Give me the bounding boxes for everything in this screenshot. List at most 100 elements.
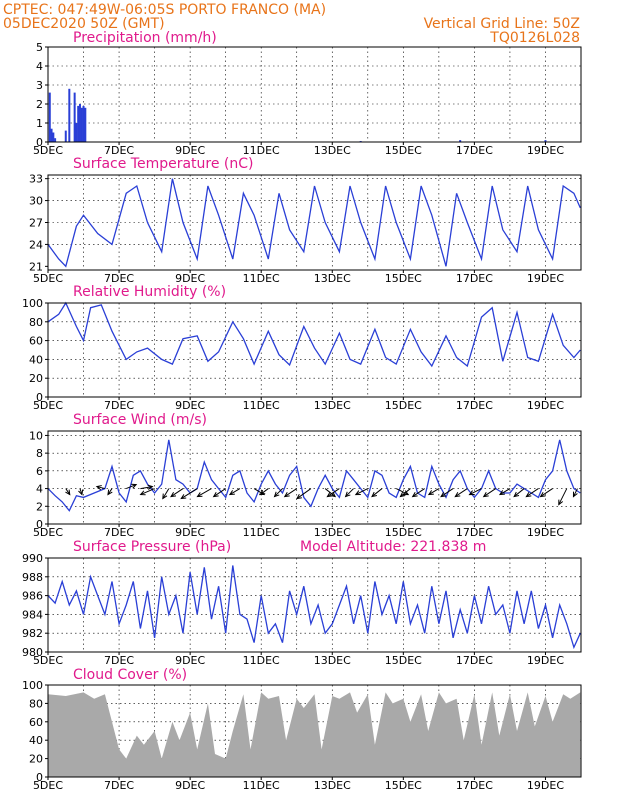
wind-arrow: [454, 488, 468, 498]
wind-arrow-head: [170, 492, 177, 498]
wind-arrow-head: [468, 490, 475, 496]
precipitation-xtick-label: 7DEC: [104, 144, 134, 157]
wind-arrow: [212, 488, 226, 498]
wind-arrow-head: [498, 490, 505, 496]
header-location: CPTEC: 047:49W-06:05S PORTO FRANCO (MA): [3, 2, 326, 18]
cloud-cover-ytick-label: 80: [29, 697, 43, 710]
pressure-frame: [47, 557, 582, 653]
precipitation-xtick-label: 11DEC: [243, 144, 280, 157]
precipitation-bar: [80, 107, 83, 142]
wind-frame: [47, 430, 582, 525]
header-model-id: TQ0126L028: [489, 30, 580, 46]
humidity-xtick-label: 5DEC: [33, 399, 63, 412]
precipitation-bar: [78, 104, 81, 142]
wind-arrow-shaft: [107, 488, 113, 495]
precipitation-ytick-label: 3: [36, 79, 43, 92]
wind-ytick-label: 8: [36, 447, 43, 460]
wind-arrow: [95, 485, 105, 491]
wind-xtick-label: 11DEC: [243, 526, 280, 539]
wind-arrow-head: [371, 491, 377, 498]
precipitation-bar: [52, 132, 55, 142]
wind-arrow-shaft: [572, 488, 578, 497]
precipitation-bar: [48, 92, 51, 142]
wind-arrow-shaft: [180, 488, 198, 499]
wind-arrow-head: [228, 490, 235, 496]
temperature-xtick-label: 11DEC: [243, 272, 280, 285]
wind-arrow: [78, 488, 84, 496]
wind-series-line: [47, 439, 581, 512]
wind-arrow-head: [147, 484, 154, 490]
humidity-ytick-label: 40: [29, 353, 43, 366]
wind-arrow-head: [131, 483, 138, 489]
wind-arrow-head: [572, 491, 578, 498]
cloud-cover-xtick-label: 11DEC: [243, 779, 280, 792]
temperature-xtick-label: 7DEC: [104, 272, 134, 285]
temperature-xtick-label: 13DEC: [314, 272, 351, 285]
precipitation-xtick-label: 17DEC: [456, 144, 493, 157]
wind-arrow-head: [558, 499, 564, 506]
wind-arrow-shaft: [213, 488, 226, 497]
wind-arrow-shaft: [371, 488, 383, 497]
wind-arrow-head: [139, 490, 146, 496]
precipitation-xtick-label: 15DEC: [385, 144, 422, 157]
wind-arrow-head: [78, 489, 84, 496]
temperature-panel: Surface Temperature (nC) 21 24 27 30 33 5DEC 7…: [29, 156, 582, 285]
cloud-cover-ytick-label: 20: [29, 753, 43, 766]
precipitation-bar: [75, 123, 78, 142]
humidity-ytick-label: 20: [29, 372, 43, 385]
wind-arrow: [468, 488, 482, 496]
wind-arrow-head: [539, 492, 546, 498]
cloud-cover-ytick-label: 0: [36, 771, 43, 784]
precipitation-frame: [47, 46, 582, 143]
wind-arrow-shaft: [513, 488, 525, 497]
wind-arrow-shaft: [229, 488, 241, 496]
precipitation-bar: [50, 128, 53, 142]
wind-title: Surface Wind (m/s): [73, 412, 207, 428]
humidity-panel: Relative Humidity (%) 0 20 40 60 80 100 5DEC 7D…: [22, 284, 582, 412]
wind-arrow-head: [259, 489, 266, 496]
cloud-cover-panel: Cloud Cover (%) 0 20 40 60 80 100 5DEC 7DEC 9DEC…: [22, 667, 582, 792]
pressure-title: Surface Pressure (hPa): [73, 539, 231, 555]
wind-arrow-head: [525, 492, 532, 498]
pressure-xtick-label: 17DEC: [456, 654, 493, 667]
wind-xtick-label: 15DEC: [385, 526, 422, 539]
wind-arrow: [539, 488, 553, 498]
precipitation-xtick-label: 5DEC: [33, 144, 63, 157]
wind-arrow: [498, 488, 511, 496]
pressure-xtick-label: 15DEC: [385, 654, 422, 667]
wind-arrow-shaft: [499, 488, 511, 496]
precipitation-bar: [68, 88, 71, 142]
wind-arrow: [140, 484, 154, 490]
wind-arrow-head: [296, 493, 302, 500]
cloud-cover-xtick-label: 13DEC: [314, 779, 351, 792]
wind-arrow: [440, 488, 454, 498]
wind-arrow-shaft: [428, 488, 440, 496]
wind-xtick-label: 9DEC: [175, 526, 205, 539]
wind-arrow-head: [344, 491, 351, 498]
humidity-ytick-label: 100: [22, 297, 43, 310]
wind-arrow-shaft: [197, 488, 212, 498]
precipitation-bar: [77, 105, 80, 142]
wind-arrow: [180, 488, 198, 500]
wind-arrow: [525, 488, 539, 498]
wind-arrow-head: [454, 492, 461, 498]
precipitation-bar: [82, 105, 85, 142]
humidity-title: Relative Humidity (%): [73, 284, 226, 300]
wind-xtick-label: 7DEC: [104, 526, 134, 539]
wind-arrow: [65, 488, 71, 496]
model-altitude-label: Model Altitude: 221.838 m: [300, 539, 486, 555]
temperature-ytick-label: 24: [29, 238, 43, 251]
wind-xtick-label: 17DEC: [456, 526, 493, 539]
wind-ytick-label: 0: [36, 518, 43, 531]
wind-arrow: [228, 488, 241, 496]
wind-arrow: [371, 488, 383, 498]
precipitation-ytick-label: 4: [36, 60, 43, 73]
pressure-ytick-label: 984: [22, 608, 43, 621]
pressure-ytick-label: 982: [22, 627, 43, 640]
humidity-frame: [47, 302, 582, 398]
humidity-xtick-label: 11DEC: [243, 399, 280, 412]
precipitation-xtick-label: 13DEC: [314, 144, 351, 157]
wind-arrow-shaft: [140, 488, 155, 496]
precipitation-title: Precipitation (mm/h): [73, 30, 217, 46]
wind-arrow-shaft: [469, 488, 482, 496]
